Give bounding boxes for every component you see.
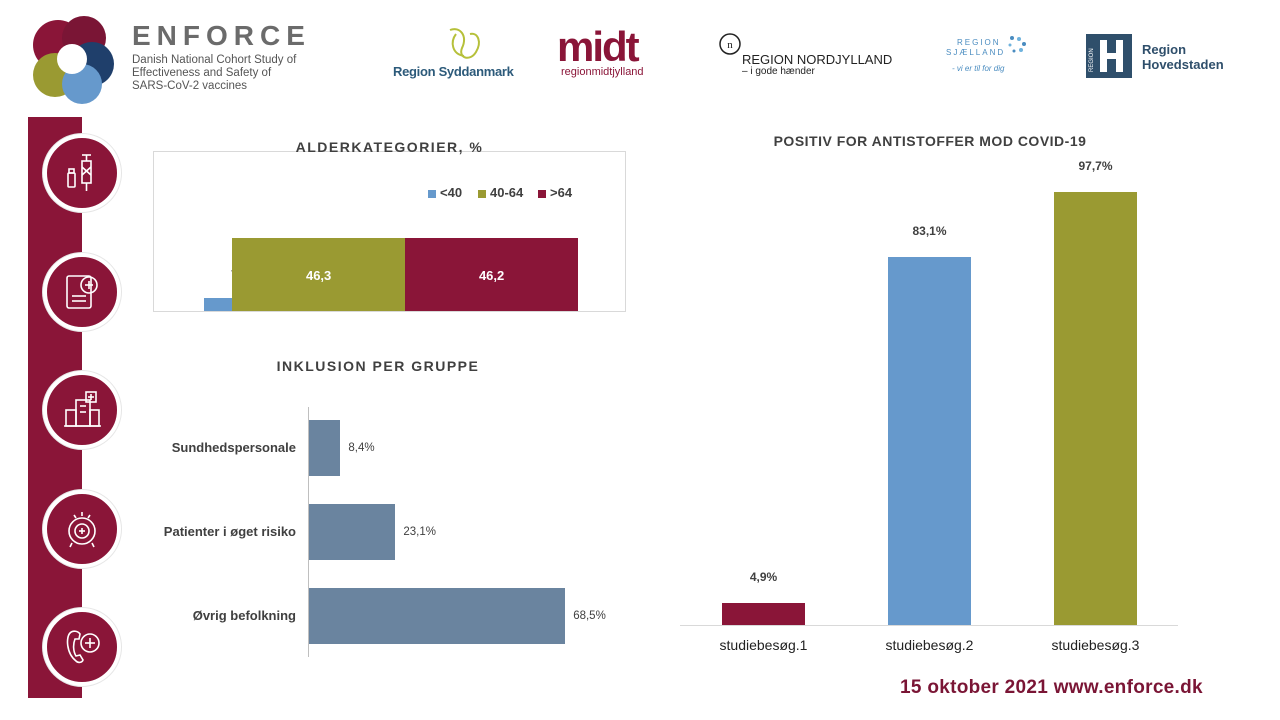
age-legend-label-1: <40 (440, 185, 463, 200)
brand-title: ENFORCE (132, 20, 311, 51)
inclusion-category-1: Sundhedspersonale (171, 440, 296, 455)
syddanmark-logo-icon (449, 28, 480, 59)
inclusion-category-2: Patienter i øget risiko (163, 524, 296, 539)
partner-sjaelland-2: SJÆLLAND (946, 48, 1006, 57)
inclusion-value-3: 68,5% (573, 610, 606, 622)
sidebar-icon-2 (43, 253, 121, 331)
enforce-logo (33, 16, 114, 104)
inclusion-bar-1 (309, 420, 341, 476)
antibody-category-3: studiebesøg.3 (1051, 637, 1140, 653)
footer-date-url: 15 oktober 2021 www.enforce.dk (900, 677, 1203, 698)
age-legend-swatch-1 (428, 189, 436, 198)
alarm-clock-icon (68, 512, 96, 548)
partner-hovedstaden-line-2: Hovedstaden (1142, 57, 1224, 72)
age-legend-item-1: <40 (428, 185, 462, 200)
antibody-value-2: 83,1% (912, 223, 947, 238)
inclusion-category-3: Øvrig befolkning (192, 608, 296, 623)
svg-text:n: n (727, 39, 733, 51)
inclusion-bar-3 (309, 588, 566, 644)
phone-medical-icon (66, 630, 100, 664)
inclusion-chart-title: INKLUSION PER GRUPPE (276, 358, 480, 374)
antibody-value-3: 97,7% (1078, 159, 1113, 174)
inclusion-bar-2 (309, 504, 396, 560)
sjaelland-dots-icon (1008, 36, 1026, 53)
age-bar-label-2: 46,3 (305, 268, 332, 283)
partner-sjaelland-3: - vi er til for dig (952, 64, 1005, 73)
partner-nordjylland-sub: – i gode hænder (742, 66, 815, 77)
antibody-category-1: studiebesøg.1 (719, 637, 808, 653)
inclusion-value-1: 8,4% (348, 442, 375, 454)
sidebar-icon-5 (43, 608, 121, 686)
age-legend-label-3: >64 (550, 185, 573, 200)
antibody-bar-1 (722, 603, 805, 625)
brand-subtitle: Danish National Cohort Study of Effectiv… (132, 54, 332, 93)
age-chart-frame (153, 151, 626, 312)
age-bar-2 (232, 238, 406, 311)
age-legend-item-3: >64 (538, 185, 572, 200)
age-legend-swatch-3 (538, 189, 546, 198)
hovedstaden-logo-icon: REGION (1086, 34, 1132, 78)
inclusion-value-2: 23,1% (403, 526, 436, 538)
partner-hovedstaden-line-1: Region (1142, 42, 1187, 57)
sidebar-icon-1 (43, 134, 121, 212)
hospital-icon (64, 391, 101, 427)
inclusion-axis-line (308, 407, 309, 657)
age-bar-1 (204, 298, 233, 311)
partner-sjaelland-1: REGION (957, 38, 1001, 47)
medical-book-icon (66, 275, 98, 309)
antibody-bar-3 (1054, 192, 1137, 625)
age-bar-label-3: 46,2 (478, 268, 505, 283)
vaccine-vial-icon (67, 154, 92, 191)
nordjylland-logo-icon: n (719, 33, 741, 55)
partner-hovedstaden: Region Hovedstaden (1142, 42, 1242, 72)
hovedstaden-tag: REGION (1089, 48, 1095, 72)
age-legend-swatch-2 (478, 189, 486, 198)
brand-subtitle-line-1: Danish National Cohort Study of (132, 54, 297, 66)
age-legend-label-2: 40-64 (490, 185, 524, 200)
brand-subtitle-line-3: SARS-CoV-2 vaccines (132, 80, 248, 92)
antibody-axis-line (680, 625, 1178, 626)
age-legend-item-2: 40-64 (478, 185, 523, 200)
partner-midt: midt (557, 23, 640, 70)
sidebar-icon-4 (43, 490, 121, 568)
partner-syddanmark: Region Syddanmark (393, 64, 514, 79)
age-chart-title: ALDERKATEGORIER, % (295, 139, 484, 155)
partner-midt-sub: regionmidtjylland (561, 66, 644, 78)
age-bar-3 (405, 238, 578, 311)
antibody-chart-title: POSITIV FOR ANTISTOFFER MOD COVID-19 (773, 133, 1087, 149)
partner-nordjylland: REGION NORDJYLLAND (742, 52, 893, 67)
antibody-bar-2 (888, 256, 971, 625)
antibody-category-2: studiebesøg.2 (885, 637, 974, 653)
sidebar-icon-3 (43, 371, 121, 449)
brand-subtitle-line-2: Effectiveness and Safety of (132, 67, 272, 79)
antibody-value-1: 4,9% (749, 570, 778, 585)
